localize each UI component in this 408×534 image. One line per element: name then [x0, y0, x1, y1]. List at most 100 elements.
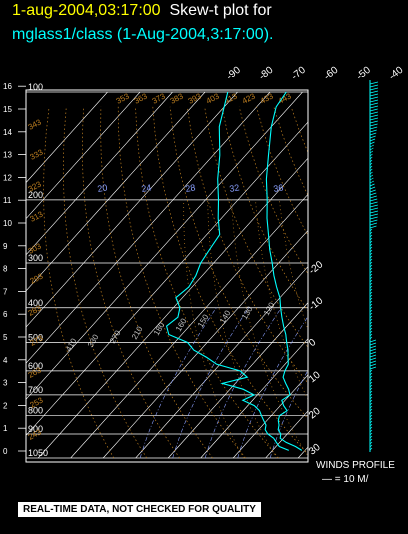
- title-line-1: 1-aug-2004,03:17:00 Skew-t plot for: [12, 2, 272, 20]
- isotherm-line: [26, 121, 308, 436]
- height-label: 1: [3, 424, 8, 433]
- mixing-ratio-line: [172, 307, 250, 459]
- isotherm-right-label: -10: [307, 295, 326, 313]
- wind-barb: [369, 90, 379, 94]
- wind-barb: [369, 105, 379, 109]
- wind-barb: [369, 324, 373, 328]
- dry-adiabat: [117, 106, 246, 459]
- wind-barb: [369, 195, 377, 199]
- dry-adiabat: [135, 106, 279, 459]
- plot-label: Skew-t plot for: [169, 2, 272, 19]
- wind-barb: [369, 81, 379, 85]
- wind-barb: [369, 303, 373, 307]
- theta-top-label: 433: [259, 91, 275, 105]
- wind-barb: [369, 381, 373, 385]
- chart-grid: [26, 91, 408, 459]
- wind-barb: [369, 171, 373, 175]
- isotherm-line: [26, 91, 206, 292]
- dry-adiabat: [290, 106, 308, 154]
- wind-barb: [369, 216, 378, 220]
- wind-barb: [369, 300, 373, 304]
- height-label: 7: [3, 287, 8, 296]
- pressure-label: 900: [28, 424, 43, 434]
- isotherm-top-label: -70: [290, 65, 309, 83]
- theta-top-label: 393: [187, 91, 203, 105]
- dry-adiabat-label: 313: [28, 209, 44, 223]
- wind-barb: [369, 333, 373, 337]
- isotherm-line: [167, 302, 308, 459]
- moist-label: 150: [196, 312, 211, 329]
- wind-barb: [369, 138, 376, 142]
- wind-barb: [369, 438, 373, 442]
- isotherm-top-label: -60: [322, 65, 341, 83]
- isotherm-top-label: -40: [387, 65, 406, 83]
- wind-barb: [369, 225, 377, 229]
- wind-barb: [369, 96, 379, 100]
- pressure-label: 300: [28, 253, 43, 263]
- pressure-label: 200: [28, 190, 43, 200]
- height-label: 13: [3, 151, 12, 160]
- moist-label: 140: [218, 308, 233, 325]
- wind-barb: [369, 378, 373, 382]
- wind-barb: [369, 402, 373, 406]
- isotherm-right-label: -20: [307, 259, 326, 277]
- dry-adiabat: [100, 106, 213, 459]
- wind-barb: [369, 123, 378, 127]
- isotherm-right-label: 10: [307, 369, 323, 385]
- wind-barb: [369, 294, 373, 298]
- wind-barb: [369, 108, 378, 112]
- moist-label: 180: [152, 320, 167, 337]
- isotherm-right-label: 30: [307, 442, 323, 458]
- dry-adiabat: [81, 106, 180, 459]
- wind-barb: [369, 435, 373, 439]
- dry-adiabat: [378, 107, 408, 458]
- pressure-label: 800: [28, 406, 43, 416]
- moist-adiabat: [255, 199, 308, 401]
- wind-barb: [369, 99, 379, 103]
- wind-barb: [369, 306, 373, 310]
- wind-barb: [369, 270, 373, 274]
- dry-adiabat: [343, 107, 408, 458]
- wind-barb: [369, 189, 376, 193]
- isotherm-line: [232, 374, 308, 459]
- wind-barb: [369, 204, 378, 208]
- wind-barb: [369, 420, 373, 424]
- dry-adiabat-label: 343: [27, 117, 43, 131]
- wind-barb: [369, 135, 376, 139]
- wind-barb: [369, 360, 377, 364]
- wind-barb: [369, 426, 373, 430]
- moist-adiabat: [207, 199, 277, 459]
- dry-adiabat-label: 333: [28, 147, 44, 161]
- theta-top-label: 423: [241, 91, 257, 105]
- wind-barb: [369, 339, 377, 343]
- wind-profile: [369, 80, 379, 452]
- wind-barb: [369, 351, 377, 355]
- wind-barb: [369, 219, 378, 223]
- theta-top-label: 363: [133, 91, 149, 105]
- wind-barb: [369, 111, 378, 115]
- wind-barb: [369, 279, 373, 283]
- height-label: 3: [3, 379, 8, 388]
- wind-barb: [369, 132, 377, 136]
- wind-barb: [369, 297, 373, 301]
- moist-adiabat: [279, 199, 308, 331]
- date-label: 1-aug-2004,03:17:00: [12, 2, 161, 19]
- dry-adiabat: [360, 107, 408, 458]
- wind-barb: [369, 327, 373, 331]
- wind-barb: [369, 180, 375, 184]
- wind-barb: [369, 399, 373, 403]
- isotherm-line: [26, 91, 303, 400]
- wind-barb: [369, 258, 373, 262]
- dewpoint-trace: [165, 91, 290, 451]
- wind-barb: [369, 411, 373, 415]
- moist-label: 330: [86, 332, 101, 349]
- pressure-label: 700: [28, 385, 43, 395]
- wind-barb: [369, 276, 373, 280]
- wind-barb: [369, 177, 374, 181]
- wind-barb: [369, 159, 373, 163]
- wind-barb: [369, 318, 373, 322]
- wind-barb: [369, 249, 373, 253]
- wind-barb: [369, 447, 373, 451]
- wind-barb: [369, 357, 377, 361]
- wind-scale-label: — = 10 M/: [322, 474, 369, 485]
